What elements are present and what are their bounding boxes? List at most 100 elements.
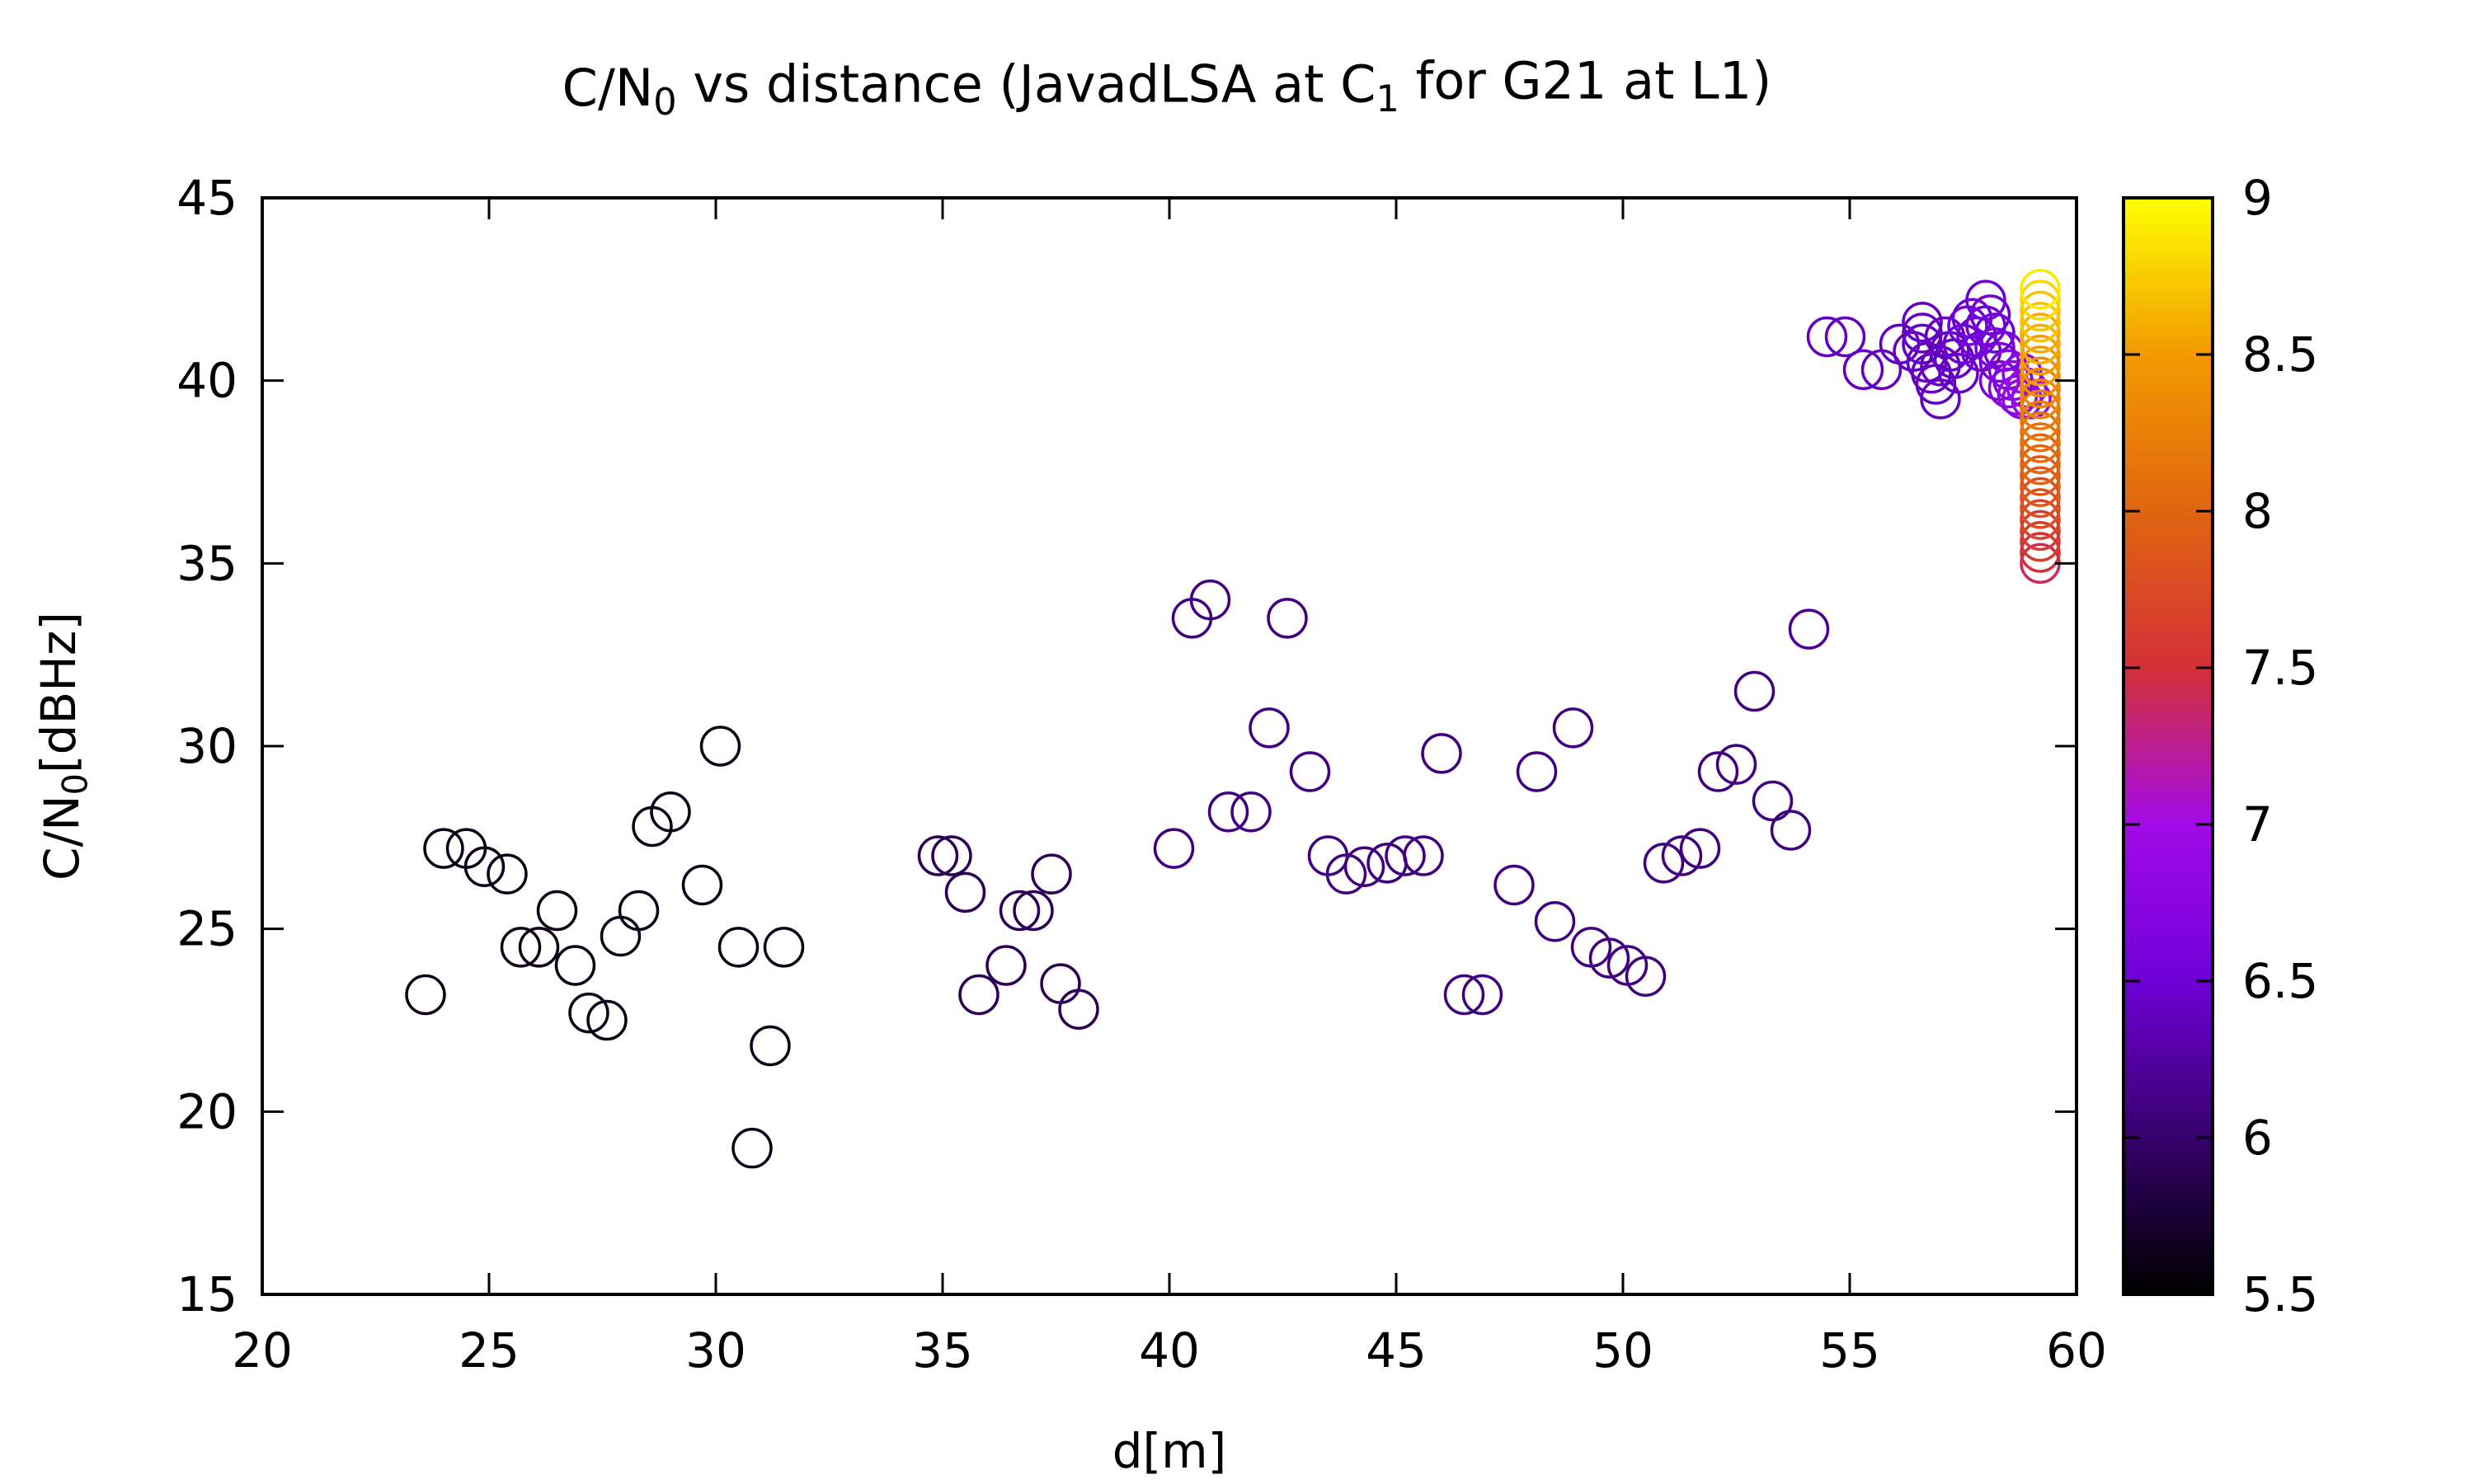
data-point [1249,707,1290,749]
data-point [1974,312,2015,354]
x-tick-label: 20 [232,1322,293,1378]
data-point [1965,279,2006,321]
x-tick-label: 60 [2046,1322,2107,1378]
data-point [958,974,999,1016]
x-tick-label: 40 [1139,1322,1200,1378]
data-point [2020,312,2061,354]
data-point [1752,780,1794,822]
colorbar-tick-label: 6 [2242,1110,2273,1166]
data-point [1902,301,1943,343]
data-point [2020,323,2061,365]
data-point [2020,466,2061,507]
data-point [2020,400,2061,442]
data-point [1643,843,1685,884]
data-point [2020,444,2061,486]
data-point [1625,956,1667,998]
data-point [681,864,723,906]
data-point [1842,349,1884,391]
y-tick-label: 25 [176,901,238,957]
data-point [1516,751,1558,792]
data-point [2020,433,2061,475]
colorbar-tick-label: 8.5 [2242,326,2318,383]
data-point [2020,290,2061,332]
data-point [1493,864,1535,906]
data-point [1207,791,1249,833]
x-tick-label: 30 [685,1322,746,1378]
y-tick-label: 20 [176,1083,238,1139]
data-point [1461,974,1503,1016]
data-point [1969,294,2011,336]
colorbar [2122,196,2214,1296]
data-point [1715,744,1757,785]
data-point [1385,835,1426,876]
data-point [2020,422,2061,463]
x-tick-label: 50 [1592,1322,1653,1378]
data-point [2020,378,2061,420]
colorbar-tick-label: 7 [2242,796,2273,852]
data-point [1153,828,1195,869]
data-point [536,890,578,932]
data-point [2020,510,2061,552]
y-tick-label: 15 [176,1266,238,1322]
y-axis: 15 20 25 30 35 40 45 [176,170,2077,1322]
colorbar-axis: 5.5 6 6.5 7 7.5 8 8.5 9 [2124,170,2318,1322]
data-point [568,992,609,1034]
data-point [917,835,959,876]
data-point [1661,835,1703,876]
data-point [1013,890,1054,932]
data-point [1733,670,1776,712]
x-tick-label: 25 [459,1322,520,1378]
colorbar-tick-label: 9 [2242,170,2273,226]
data-point [1031,853,1072,895]
data-point [2020,532,2061,573]
data-point [1058,989,1099,1030]
data-point [1267,598,1308,639]
data-point [2020,356,2061,397]
data-point [1697,751,1739,792]
data-point [985,945,1027,986]
data-point [1189,579,1231,621]
data-point [500,927,542,968]
data-point [618,890,660,932]
data-point [2020,367,2061,409]
data-point [699,726,741,767]
data-point [2020,269,2061,310]
chart-title: C/N0 vs distance (JavadLSA at C1 for G21… [562,50,1772,124]
data-point [2020,389,2061,430]
data-point [2020,455,2061,496]
data-point [1552,707,1594,749]
data-point [2020,345,2061,387]
data-point [650,791,691,833]
data-point [2020,411,2061,453]
x-axis: 20 25 30 35 40 45 50 55 60 [232,198,2107,1378]
data-point [750,1025,791,1067]
points-layer [405,269,2061,1169]
data-point [1230,791,1272,833]
data-point [518,927,560,968]
data-point [944,871,986,913]
data-point [1343,846,1385,888]
data-point [2020,520,2061,562]
data-point [2020,334,2061,376]
colorbar-tick-label: 5.5 [2242,1266,2318,1322]
data-point [463,846,506,888]
data-point [487,853,528,895]
x-tick-label: 35 [912,1322,973,1378]
colorbar-tick-label: 8 [2242,483,2273,539]
data-point [405,974,446,1016]
data-point [1806,316,1848,358]
y-tick-label: 30 [176,718,238,774]
data-point [1679,828,1721,869]
data-point [999,890,1041,932]
data-point [717,927,760,968]
y-tick-label: 45 [176,170,238,226]
data-point [1788,608,1830,650]
data-point [1403,835,1444,876]
data-point [763,927,805,968]
data-point [1289,751,1331,792]
y-tick-label: 35 [176,535,238,591]
data-point [1824,316,1866,358]
colorbar-tick-label: 7.5 [2242,640,2318,696]
data-point [2011,378,2052,420]
